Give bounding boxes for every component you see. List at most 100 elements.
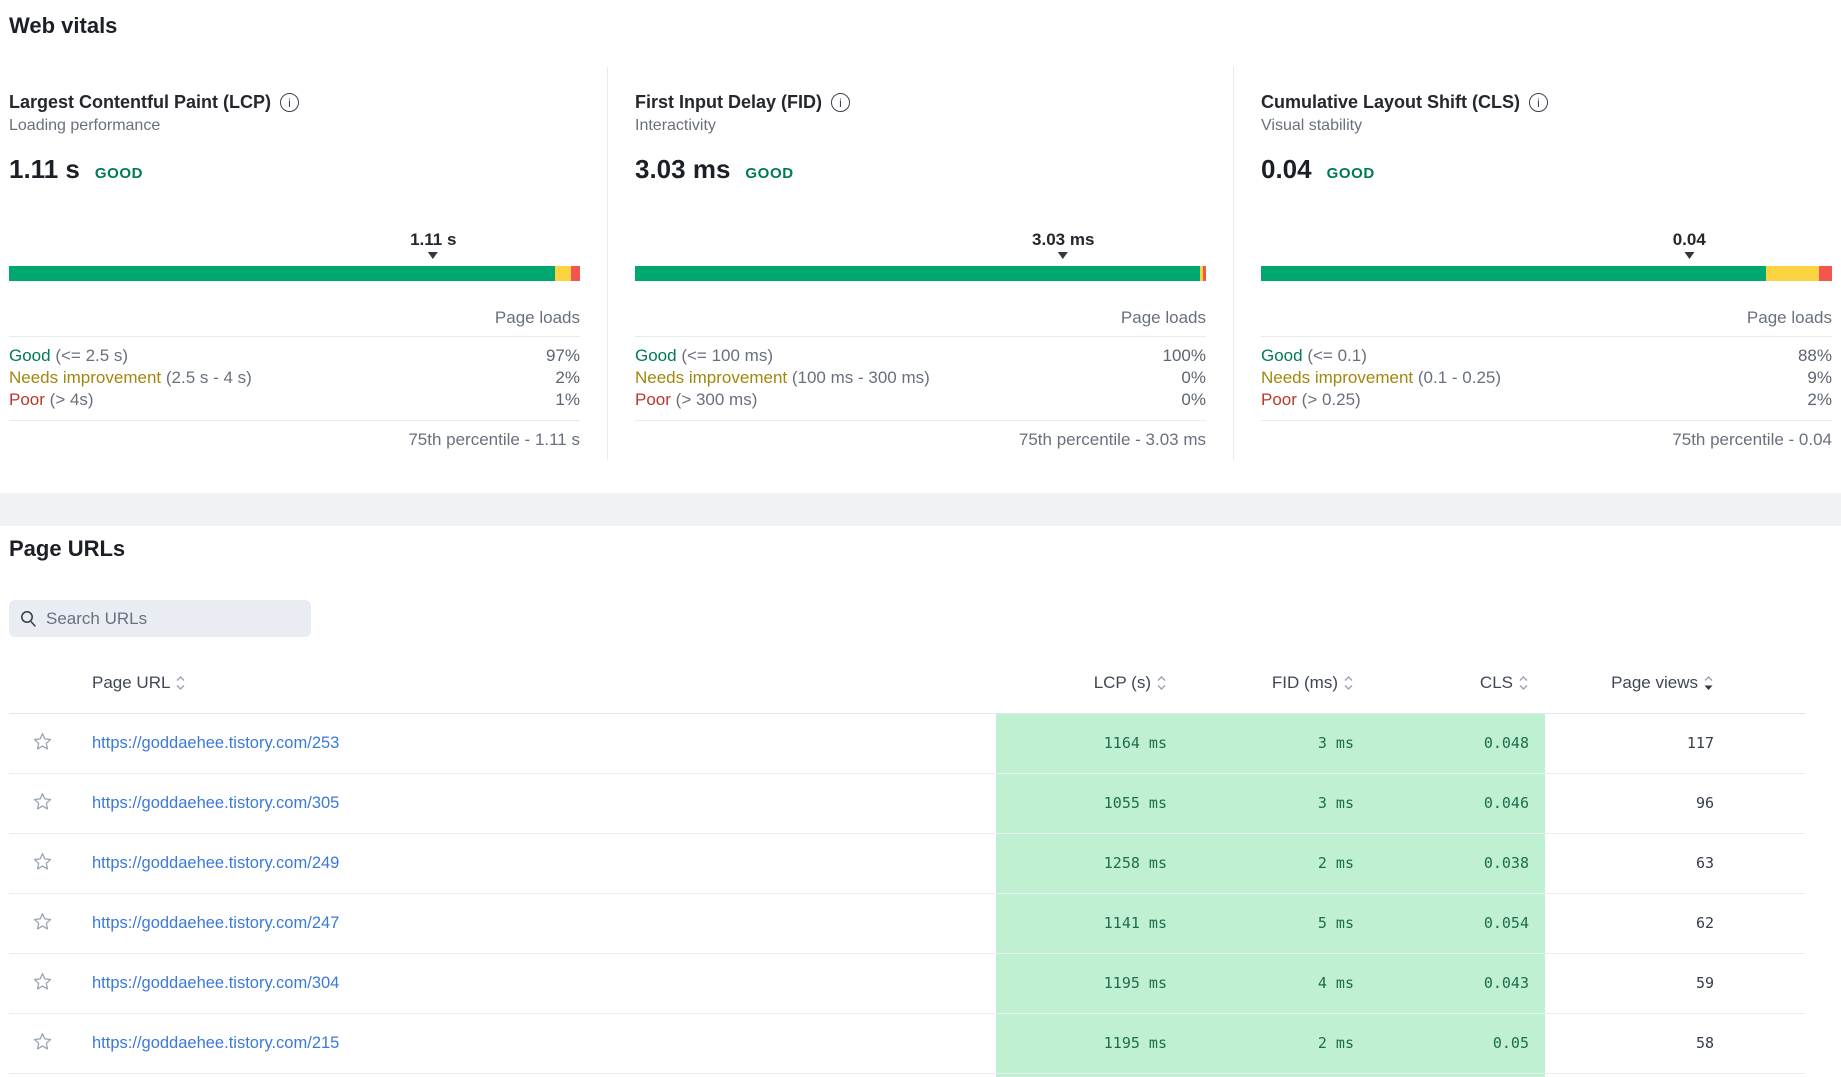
bar-good-segment (1261, 266, 1766, 281)
cls-value: 0.04 (1261, 154, 1312, 184)
bar-poor-segment (1202, 266, 1206, 281)
column-header-fid[interactable]: FID (ms) (1183, 653, 1370, 714)
sort-icon (1157, 675, 1166, 690)
fid-card: First Input Delay (FID) i Interactivity … (635, 67, 1206, 460)
page-loads-label: Page loads (1746, 308, 1832, 327)
marker-triangle-icon (1684, 252, 1695, 259)
cls-cell: 0.046 (1370, 773, 1545, 834)
url-table-body: https://goddaehee.tistory.com/253 1164 m… (9, 713, 1805, 1074)
sort-icon (1344, 675, 1353, 690)
page-views-cell: 96 (1545, 773, 1805, 834)
fid-percentile-summary: 75th percentile - 3.03 ms (1018, 430, 1206, 449)
fid-rating-badge: GOOD (745, 165, 794, 182)
page-url-link[interactable]: https://goddaehee.tistory.com/249 (92, 853, 340, 872)
bar-needs-improvement-segment (1199, 266, 1203, 281)
star-icon (33, 913, 52, 930)
page-url-link[interactable]: https://goddaehee.tistory.com/215 (92, 1033, 340, 1052)
column-header-page-views[interactable]: Page views (1545, 653, 1805, 714)
sort-icon (176, 675, 185, 690)
lcp-rating-badge: GOOD (94, 165, 144, 182)
lcp-card-title: Largest Contentful Paint (LCP) (9, 92, 271, 112)
page-loads-label: Page loads (494, 308, 580, 327)
lcp-cell: 1141 ms (996, 893, 1183, 954)
lcp-cell: 1164 ms (996, 713, 1183, 774)
card-divider (1233, 67, 1234, 460)
column-header-lcp[interactable]: LCP (s) (996, 653, 1183, 714)
fid-value: 3.03 ms (635, 154, 731, 184)
table-row: https://goddaehee.tistory.com/305 1055 m… (9, 773, 1805, 834)
cls-card-subtitle: Visual stability (1261, 117, 1363, 134)
table-row: https://goddaehee.tistory.com/247 1141 m… (9, 893, 1805, 954)
card-divider (607, 67, 608, 460)
cls-card-title: Cumulative Layout Shift (CLS) (1261, 92, 1521, 112)
star-icon (33, 1033, 52, 1050)
cls-legend: Good (<= 0.1) 88% Needs improvement (0.1 … (1261, 345, 1832, 421)
page-url-link[interactable]: https://goddaehee.tistory.com/247 (92, 913, 340, 932)
table-row: https://goddaehee.tistory.com/249 1258 m… (9, 833, 1805, 894)
column-header-cls[interactable]: CLS (1370, 653, 1545, 714)
bar-needs-improvement-segment (554, 266, 572, 281)
page-urls-table: Page URL LCP (s) FID (ms) CLS (9, 653, 1805, 1077)
column-header-page-url[interactable]: Page URL (76, 653, 996, 714)
page-views-cell: 58 (1545, 1013, 1805, 1074)
page-url-link[interactable]: https://goddaehee.tistory.com/304 (92, 973, 340, 992)
lcp-cell: 1195 ms (996, 1013, 1183, 1074)
marker-triangle-icon (428, 252, 439, 259)
fid-card-subtitle: Interactivity (635, 117, 716, 134)
cls-percentile-marker: 0.04 (1673, 230, 1706, 259)
info-icon[interactable]: i (1529, 93, 1549, 112)
info-icon[interactable]: i (280, 93, 299, 112)
search-input[interactable] (46, 608, 300, 629)
sort-icon (1519, 675, 1528, 690)
info-icon[interactable]: i (831, 93, 851, 112)
cls-cell: 0.043 (1370, 953, 1545, 1014)
bar-good-segment (635, 266, 1200, 281)
fid-percentile-marker: 3.03 ms (1032, 230, 1094, 259)
cls-cell: 0.048 (1370, 713, 1545, 774)
page-loads-label: Page loads (1120, 308, 1206, 327)
fid-cell: 2 ms (1183, 1013, 1370, 1074)
page-urls-title: Page URLs (9, 536, 126, 561)
star-icon (33, 853, 52, 870)
sort-desc-icon (1704, 675, 1713, 690)
section-separator (0, 493, 1841, 526)
fid-cell: 3 ms (1183, 713, 1370, 774)
favorite-star-button[interactable] (31, 850, 54, 873)
favorite-star-button[interactable] (31, 910, 54, 933)
favorite-star-button[interactable] (31, 790, 54, 813)
favorite-star-button[interactable] (31, 970, 54, 993)
lcp-card-subtitle: Loading performance (9, 117, 161, 134)
bar-good-segment (9, 266, 555, 281)
page-title: Web vitals (9, 13, 118, 38)
table-row-partial (9, 1073, 1805, 1077)
bar-poor-segment (1818, 266, 1832, 281)
search-icon (21, 611, 36, 627)
page-url-link[interactable]: https://goddaehee.tistory.com/305 (92, 793, 340, 812)
favorite-star-button[interactable] (31, 730, 54, 753)
fid-distribution-bar (635, 266, 1206, 281)
cls-cell: 0.038 (1370, 833, 1545, 894)
bar-needs-improvement-segment (1765, 266, 1819, 281)
lcp-cell: 1258 ms (996, 833, 1183, 894)
lcp-legend: Good (<= 2.5 s) 97% Needs improvement (2.… (9, 345, 580, 421)
lcp-card: Largest Contentful Paint (LCP) i Loading… (9, 67, 580, 460)
cls-card: Cumulative Layout Shift (CLS) i Visual s… (1261, 67, 1832, 460)
fid-cell: 2 ms (1183, 833, 1370, 894)
table-row: https://goddaehee.tistory.com/253 1164 m… (9, 713, 1805, 774)
page-views-cell: 59 (1545, 953, 1805, 1014)
page-views-cell: 63 (1545, 833, 1805, 894)
fid-card-title: First Input Delay (FID) (635, 92, 823, 112)
bar-poor-segment (571, 266, 580, 281)
page-views-cell: 117 (1545, 713, 1805, 774)
table-row: https://goddaehee.tistory.com/304 1195 m… (9, 953, 1805, 1014)
lcp-value: 1.11 s (9, 154, 80, 184)
star-column-header (9, 653, 76, 714)
favorite-star-button[interactable] (31, 1030, 54, 1053)
table-row: https://goddaehee.tistory.com/215 1195 m… (9, 1013, 1805, 1074)
web-vitals-cards: Largest Contentful Paint (LCP) i Loading… (0, 67, 1841, 460)
lcp-percentile-summary: 75th percentile - 1.11 s (408, 430, 580, 449)
url-search-box[interactable] (9, 600, 311, 637)
page-url-link[interactable]: https://goddaehee.tistory.com/253 (92, 733, 340, 752)
cls-rating-badge: GOOD (1326, 165, 1375, 182)
star-icon (33, 973, 52, 990)
